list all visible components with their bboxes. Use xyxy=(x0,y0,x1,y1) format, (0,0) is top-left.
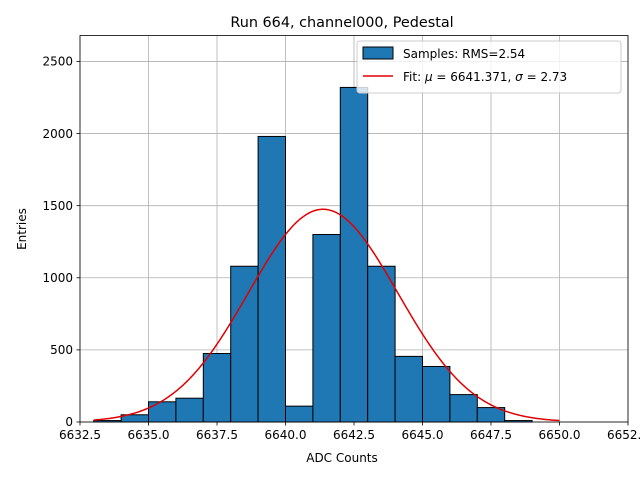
legend-fit-sigma-symbol: σ xyxy=(515,70,523,84)
fit-curve xyxy=(93,208,560,422)
legend-fit-prefix: Fit: xyxy=(403,70,425,84)
y-tick-label: 1500 xyxy=(42,199,73,213)
histogram-bar xyxy=(257,135,287,423)
legend-histogram-swatch xyxy=(362,46,394,60)
histogram-bar xyxy=(148,401,177,423)
fit-curve-group xyxy=(93,208,560,422)
histogram-bars xyxy=(93,86,533,423)
x-tick-label: 6637.5 xyxy=(196,428,238,442)
histogram-bar xyxy=(285,405,314,423)
histogram-bar xyxy=(449,394,478,423)
x-axis-label: ADC Counts xyxy=(306,451,378,465)
x-tick-label: 6652.5 xyxy=(607,428,640,442)
y-axis-label: Entries xyxy=(15,208,29,250)
x-tick-label: 6650.0 xyxy=(539,428,581,442)
y-axis: 0 500 1000 1500 2000 2500 xyxy=(42,55,80,429)
histogram-bar xyxy=(339,86,369,423)
histogram-bar xyxy=(230,265,259,423)
histogram-bar xyxy=(422,365,451,423)
x-tick-label: 6642.5 xyxy=(333,428,375,442)
x-axis: 6632.5 6635.0 6637.5 6640.0 6642.5 6645.0 6647… xyxy=(59,422,640,442)
histogram-bar xyxy=(367,265,396,423)
histogram-bar xyxy=(175,397,204,423)
x-tick-label: 6632.5 xyxy=(59,428,101,442)
histogram-bar xyxy=(312,234,341,423)
x-tick-label: 6635.0 xyxy=(128,428,170,442)
legend-fit-sigma-value: = 2.73 xyxy=(523,70,567,84)
legend-histogram-label: Samples: RMS=2.54 xyxy=(403,47,525,61)
x-tick-label: 6645.0 xyxy=(402,428,444,442)
histogram-bar xyxy=(202,352,232,423)
legend-box xyxy=(356,40,622,94)
y-tick-label: 1000 xyxy=(42,271,73,285)
legend-fit-mu-value: = 6641.371, xyxy=(433,70,516,84)
histogram-bar xyxy=(394,355,424,423)
x-tick-label: 6640.0 xyxy=(265,428,307,442)
y-tick-label: 2000 xyxy=(42,127,73,141)
y-tick-label: 500 xyxy=(50,343,73,357)
chart-title: Run 664, channel000, Pedestal xyxy=(230,15,453,31)
y-tick-label: 2500 xyxy=(42,55,73,69)
legend-fit-mu-symbol: μ xyxy=(424,70,433,84)
x-tick-label: 6647.5 xyxy=(470,428,512,442)
y-tick-label: 0 xyxy=(65,415,73,429)
legend-fit-label: Fit: μ = 6641.371, σ = 2.73 xyxy=(403,70,567,84)
legend: Samples: RMS=2.54 Fit: μ = 6641.371, σ =… xyxy=(356,40,622,94)
